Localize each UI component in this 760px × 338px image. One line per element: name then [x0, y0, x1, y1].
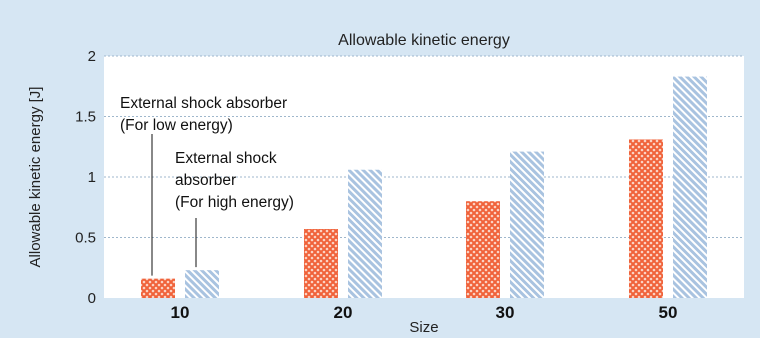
y-tick-label: 1.5	[75, 109, 96, 126]
annotation-high-line1: External shock	[175, 150, 277, 167]
bar-high-energy-size-20	[348, 169, 382, 298]
annotation-high-line3: (For high energy)	[175, 194, 294, 211]
bars	[141, 76, 707, 298]
x-category-label: 10	[171, 303, 190, 322]
annotation-high-line2: absorber	[175, 172, 236, 189]
bar-low-energy-size-20	[304, 229, 338, 298]
bar-low-energy-size-50	[629, 139, 663, 298]
y-axis-title: Allowable kinetic energy [J]	[27, 87, 44, 268]
y-tick-label: 0	[88, 290, 96, 307]
annotation-low-line1: External shock absorber	[120, 95, 287, 112]
bar-low-energy-size-30	[466, 201, 500, 298]
y-tick-label: 2	[88, 48, 96, 65]
bar-low-energy-size-10	[141, 278, 175, 298]
y-tick-label: 0.5	[75, 230, 96, 247]
bar-high-energy-size-50	[673, 76, 707, 298]
chart-title: Allowable kinetic energy	[338, 32, 510, 49]
x-category-label: 50	[659, 303, 678, 322]
y-tick-label: 1	[88, 169, 96, 186]
x-axis-title: Size	[409, 319, 438, 336]
bar-high-energy-size-10	[185, 270, 219, 298]
bar-high-energy-size-30	[510, 151, 544, 298]
y-tick-labels: 0 0.5 1 1.5 2	[75, 48, 96, 307]
x-category-labels: 10 20 30 50	[171, 303, 678, 322]
x-category-label: 20	[334, 303, 353, 322]
x-category-label: 30	[496, 303, 515, 322]
annotation-low-line2: (For low energy)	[120, 117, 233, 134]
annotation-leaders	[151, 134, 197, 276]
